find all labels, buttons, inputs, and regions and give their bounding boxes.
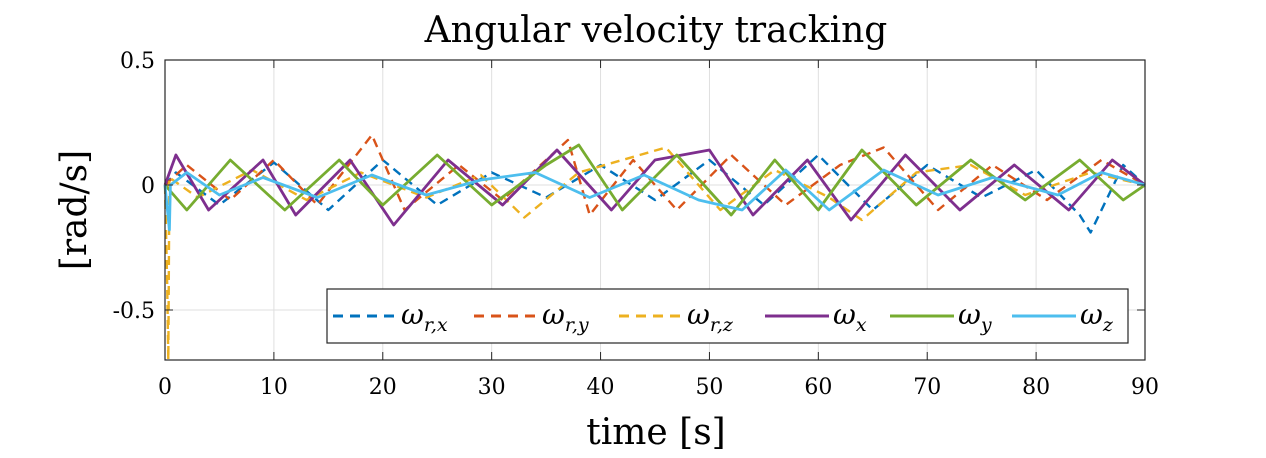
x-tick-label: 90	[1131, 375, 1159, 400]
legend-entry-label: ωx	[833, 298, 867, 336]
x-tick-label: 70	[913, 375, 941, 400]
chart-title: Angular velocity tracking	[424, 10, 888, 51]
legend: ωr,x ωr,y ωr,z ωx ωy ωz	[326, 288, 1129, 344]
legend-entry-label: ωr,x	[401, 298, 448, 336]
x-tick-label: 10	[260, 375, 288, 400]
legend-entry-label: ωr,z	[687, 298, 734, 336]
x-tick-label: 60	[804, 375, 832, 400]
y-axis-label: [rad/s]	[54, 150, 95, 270]
legend-entry-label: ωz	[1080, 298, 1114, 336]
series-line-1	[164, 133, 1146, 217]
series-line-3	[163, 148, 1146, 227]
x-tick-label: 50	[695, 375, 723, 400]
legend-entry-label: ωy	[958, 298, 992, 336]
series-line-2	[163, 146, 1146, 362]
legend-entry-label: ωr,y	[542, 298, 589, 336]
y-tick-label: 0.5	[120, 49, 155, 74]
y-tick-label: -0.5	[113, 299, 155, 324]
series-line-5	[163, 168, 1146, 232]
x-tick-label: 80	[1022, 375, 1050, 400]
x-tick-label: 40	[587, 375, 615, 400]
series-line-0	[164, 153, 1146, 234]
x-tick-label: 0	[158, 375, 172, 400]
series-layer	[163, 133, 1146, 362]
ticks: 0 10 20 30 40 50 60 70 80 90 -0.5 0 0.5	[113, 49, 1159, 400]
legend-box	[326, 288, 1129, 344]
plot-frame	[164, 59, 1146, 361]
x-axis-label: time [s]	[586, 412, 725, 453]
x-tick-label: 30	[478, 375, 506, 400]
y-tick-label: 0	[141, 174, 155, 199]
x-tick-label: 20	[369, 375, 397, 400]
